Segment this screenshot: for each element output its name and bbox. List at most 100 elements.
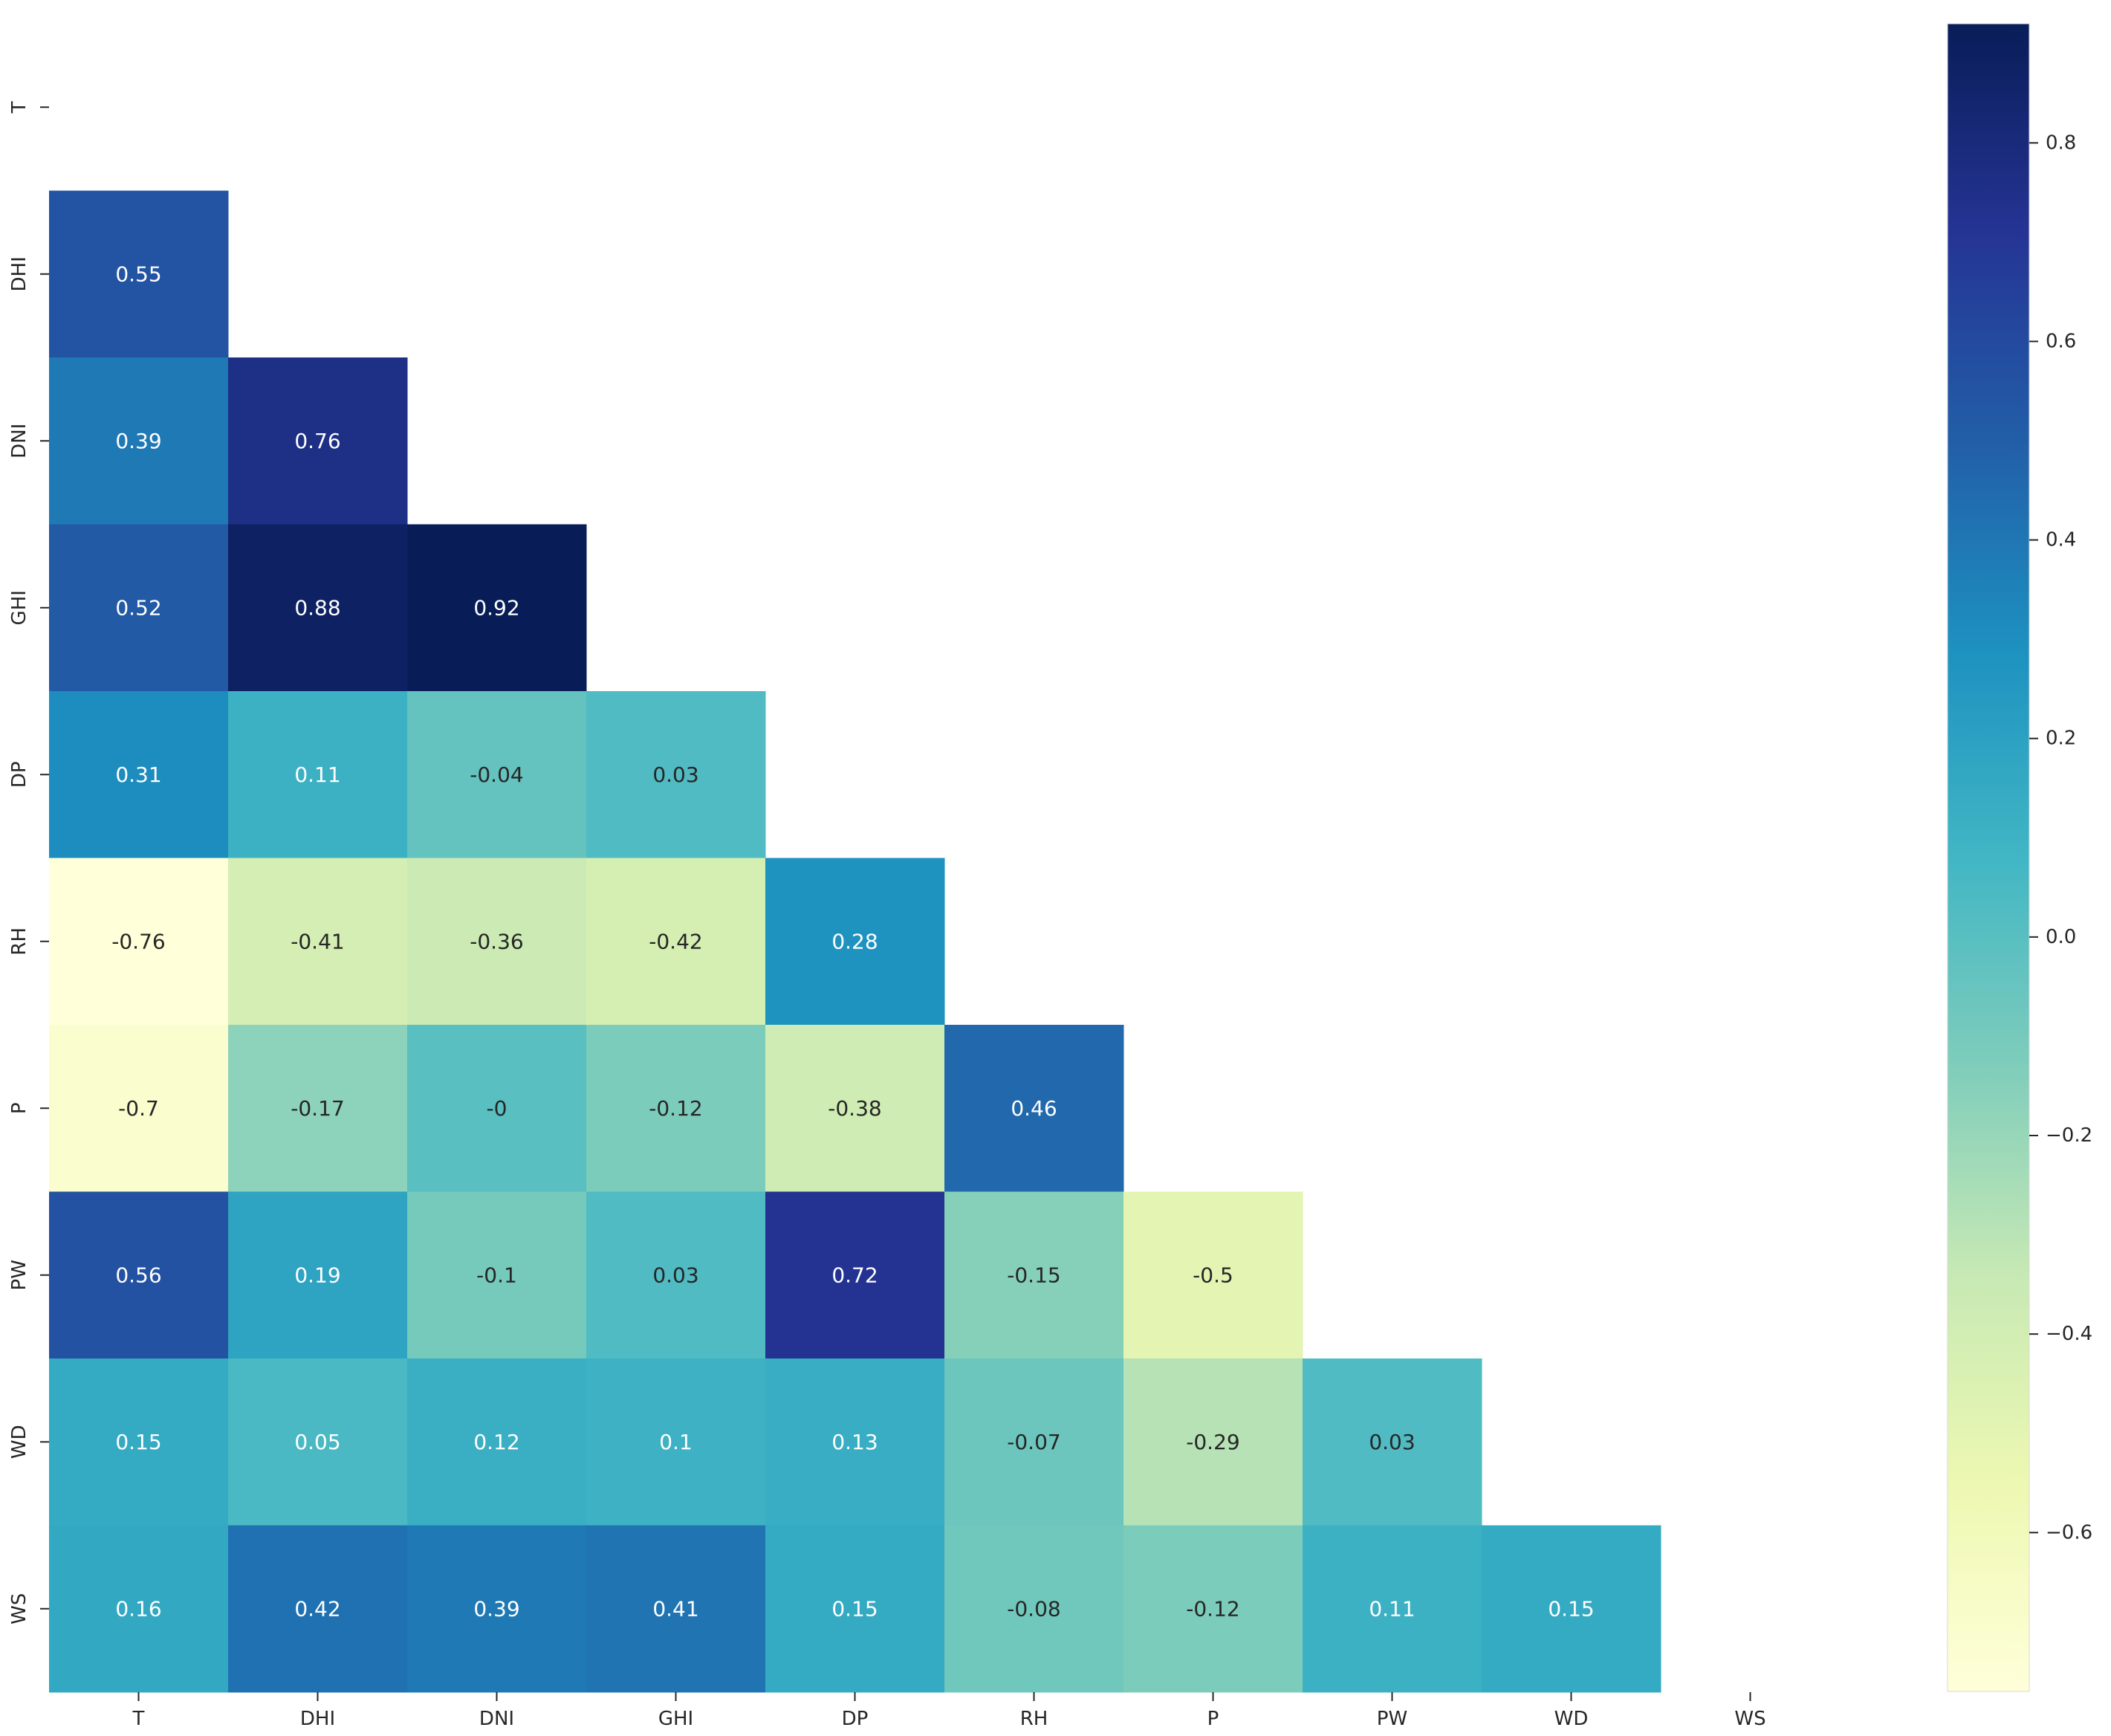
- heatmap-cell-rh-ghi: [586, 858, 766, 1026]
- cell-value-label: -0.5: [1193, 1263, 1233, 1287]
- heatmap-cell-ghi-t: [49, 524, 229, 692]
- cell-value-label: -0.76: [111, 929, 165, 953]
- cell-value-label: -0.38: [828, 1096, 881, 1121]
- heatmap-cell-pw-dp: [765, 1191, 945, 1359]
- cell-value-label: -0.07: [1007, 1430, 1060, 1454]
- cell-value-label: -0.7: [118, 1096, 159, 1121]
- cell-value-label: 0.31: [115, 762, 161, 787]
- heatmap-cell-ws-dni: [407, 1525, 587, 1693]
- heatmap-cell-ws-ghi: [586, 1525, 766, 1693]
- colorbar-tick-label: −0.6: [2046, 1521, 2092, 1544]
- colorbar-tick-label: 0.2: [2046, 728, 2076, 750]
- cell-value-label: -0.04: [470, 762, 523, 787]
- heatmap-cell-dp-t: [49, 691, 229, 859]
- heatmap-cell-rh-dp: [765, 858, 945, 1026]
- heatmap-cell-rh-dhi: [228, 858, 408, 1026]
- cell-value-label: 0.12: [473, 1430, 519, 1454]
- y-tick-label: GHI: [8, 590, 30, 625]
- heatmap-cell-ghi-dhi: [228, 524, 408, 692]
- cell-value-label: 0.28: [831, 929, 878, 953]
- colorbar-tick-label: −0.2: [2046, 1124, 2092, 1147]
- heatmap-cell-labels: 0.55 0.39 0.76 0.52 0.88 0.92 0.31 0.11 -0.04 0.0…: [111, 262, 1594, 1621]
- cell-value-label: -0.1: [476, 1263, 517, 1287]
- heatmap-cell-ws-rh: [944, 1525, 1124, 1693]
- heatmap-cell-rh-dni: [407, 858, 587, 1026]
- cell-value-label: -0.15: [1007, 1263, 1060, 1287]
- heatmap-cell-dp-dhi: [228, 691, 408, 859]
- heatmap-cell-pw-dni: [407, 1191, 587, 1359]
- cell-value-label: 0.03: [652, 762, 698, 787]
- x-tick-label: DNI: [479, 1708, 514, 1730]
- heatmap-cell-p-rh: [944, 1025, 1124, 1193]
- heatmap-cell-wd-rh: [944, 1358, 1124, 1526]
- heatmap-cell-wd-dhi: [228, 1358, 408, 1526]
- heatmap-cell-pw-dhi: [228, 1191, 408, 1359]
- y-tick-label: RH: [8, 927, 30, 956]
- heatmap-cell-ws-pw: [1303, 1525, 1482, 1693]
- colorbar-tick-label: −0.4: [2046, 1323, 2092, 1345]
- cell-value-label: -0.36: [470, 929, 523, 953]
- x-tick-label: DHI: [300, 1708, 335, 1730]
- cell-value-label: 0.15: [115, 1430, 161, 1454]
- cell-value-label: 0.72: [831, 1263, 878, 1287]
- colorbar-tick-label: 0.6: [2046, 330, 2076, 352]
- heatmap-cell-p-dp: [765, 1025, 945, 1193]
- heatmap-cell-dp-ghi: [586, 691, 766, 859]
- cell-value-label: 0.46: [1011, 1096, 1057, 1121]
- cell-value-label: -0.17: [291, 1096, 344, 1121]
- cell-value-label: 0.92: [473, 595, 519, 620]
- heatmap-cell-wd-t: [49, 1358, 229, 1526]
- cell-value-label: 0.19: [294, 1263, 340, 1287]
- cell-value-label: 0.05: [294, 1430, 340, 1454]
- cell-value-label: 0.41: [652, 1596, 698, 1621]
- heatmap-cell-p-dni: [407, 1025, 587, 1193]
- heatmap-cell-pw-t: [49, 1191, 229, 1359]
- x-tick-label: PW: [1377, 1708, 1407, 1730]
- cell-value-label: -0.08: [1007, 1596, 1060, 1621]
- y-tick-label: DP: [8, 761, 30, 788]
- y-tick-label: P: [8, 1102, 30, 1114]
- heatmap-cell-rh-t: [49, 858, 229, 1026]
- x-axis: T DHI DNI GHI DP RH P PW WD WS: [132, 1692, 1766, 1730]
- colorbar-tick-label: 0.0: [2046, 926, 2076, 948]
- cell-value-label: 0.15: [1548, 1596, 1594, 1621]
- x-tick-label: WS: [1734, 1708, 1765, 1730]
- heatmap-cell-dhi-t: [49, 190, 229, 358]
- cell-value-label: 0.42: [294, 1596, 340, 1621]
- heatmap-cell-wd-dp: [765, 1358, 945, 1526]
- y-tick-label: DNI: [8, 424, 30, 459]
- heatmap-cell-dni-t: [49, 357, 229, 525]
- heatmap-cell-pw-rh: [944, 1191, 1124, 1359]
- cell-value-label: 0.76: [294, 429, 340, 453]
- cell-value-label: -0.12: [649, 1096, 702, 1121]
- x-tick-label: T: [132, 1708, 145, 1730]
- cell-value-label: -0.41: [291, 929, 344, 953]
- cell-value-label: -0.42: [649, 929, 702, 953]
- heatmap-cell-ws-t: [49, 1525, 229, 1693]
- cell-value-label: 0.56: [115, 1263, 161, 1287]
- x-tick-label: DP: [842, 1708, 869, 1730]
- heatmap-cell-ws-wd: [1482, 1525, 1661, 1693]
- heatmap-cell-dni-dhi: [228, 357, 408, 525]
- heatmap-cell-ws-dp: [765, 1525, 945, 1693]
- heatmap-cell-ws-p: [1123, 1525, 1303, 1693]
- y-tick-label: T: [8, 101, 30, 114]
- cell-value-label: 0.39: [115, 429, 161, 453]
- heatmap-cells: [49, 190, 1661, 1693]
- heatmap-cell-ghi-dni: [407, 524, 587, 692]
- cell-value-label: -0: [487, 1096, 508, 1121]
- heatmap-cell-pw-ghi: [586, 1191, 766, 1359]
- y-tick-label: DHI: [8, 256, 30, 291]
- heatmap-cell-wd-ghi: [586, 1358, 766, 1526]
- y-tick-label: WD: [8, 1425, 30, 1459]
- colorbar: 0.8 0.6 0.4 0.2 0.0 −0.2 −0.4 −0.6: [1947, 23, 2092, 1692]
- heatmap-cell-wd-p: [1123, 1358, 1303, 1526]
- heatmap-cell-p-t: [49, 1025, 229, 1193]
- y-tick-label: WS: [8, 1593, 30, 1625]
- y-axis: T DHI DNI GHI DP RH P PW WD WS: [8, 101, 49, 1625]
- heatmap-cell-dp-dni: [407, 691, 587, 859]
- cell-value-label: 0.15: [831, 1596, 878, 1621]
- colorbar-gradient: [1947, 23, 2030, 1692]
- cell-value-label: 0.03: [652, 1263, 698, 1287]
